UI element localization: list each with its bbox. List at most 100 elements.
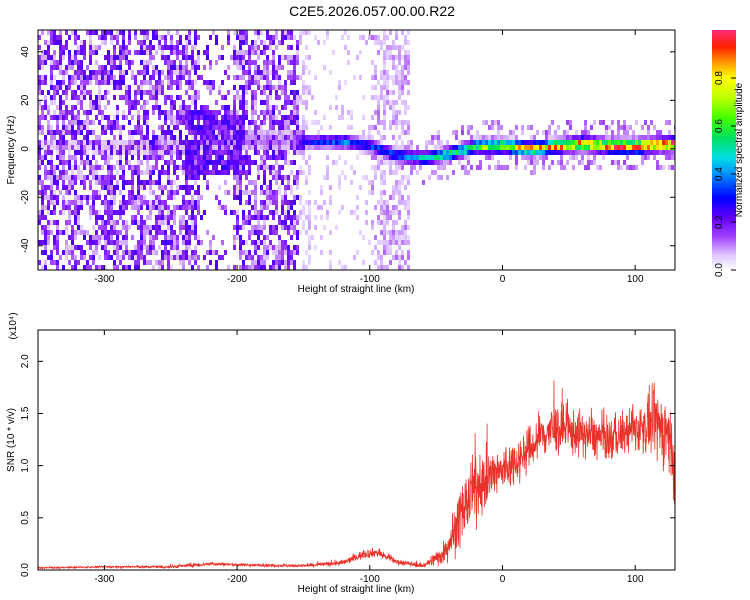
spectrogram-cell	[329, 125, 332, 130]
spectrogram-cell	[122, 165, 125, 170]
spectrogram-cell	[134, 200, 137, 205]
spectrogram-cell	[410, 140, 413, 145]
spectrogram-cell	[296, 45, 299, 50]
spectrogram-cell	[485, 155, 488, 160]
spectrogram-cell	[299, 165, 302, 170]
spectrogram-cell	[122, 30, 125, 35]
spectrogram-cell	[125, 220, 128, 225]
spectrogram-cell	[179, 70, 182, 75]
spectrogram-cell	[110, 235, 113, 240]
spectrogram-cell	[182, 265, 185, 270]
spectrogram-cell	[248, 250, 251, 255]
spectrogram-cell	[71, 225, 74, 230]
spectrogram-cell	[431, 150, 434, 155]
spectrogram-cell	[248, 60, 251, 65]
spectrogram-cell	[569, 140, 572, 145]
spectrogram-cell	[320, 250, 323, 255]
spectrogram-cell	[38, 120, 41, 125]
spectrogram-cell	[41, 205, 44, 210]
spectrogram-cell	[305, 45, 308, 50]
spectrogram-cell	[377, 255, 380, 260]
spectrogram-cell	[626, 145, 629, 150]
spectrogram-cell	[122, 195, 125, 200]
spectrogram-cell	[260, 85, 263, 90]
spectrogram-cell	[239, 225, 242, 230]
spectrogram-cell	[326, 170, 329, 175]
spectrogram-cell	[275, 200, 278, 205]
spectrogram-cell	[104, 160, 107, 165]
spectrogram-cell	[227, 140, 230, 145]
spectrogram-cell	[218, 135, 221, 140]
spectrogram-cell	[95, 195, 98, 200]
spectrogram-cell	[86, 160, 89, 165]
spectrogram-cell	[623, 135, 626, 140]
spectrogram-cell	[209, 140, 212, 145]
spectrogram-cell	[155, 140, 158, 145]
spectrogram-cell	[521, 155, 524, 160]
spectrogram-cell	[131, 235, 134, 240]
spectrogram-cell	[260, 210, 263, 215]
spectrogram-cell	[320, 185, 323, 190]
spectrogram-cell	[56, 120, 59, 125]
spectrogram-cell	[74, 75, 77, 80]
spectrogram-cell	[437, 175, 440, 180]
spectrogram-cell	[191, 220, 194, 225]
spectrogram-cell	[146, 260, 149, 265]
spectrogram-cell	[155, 35, 158, 40]
spectrogram-cell	[260, 75, 263, 80]
spectrogram-cell	[245, 130, 248, 135]
spectrogram-cell	[182, 235, 185, 240]
spectrogram-cell	[278, 255, 281, 260]
spectrogram-cell	[140, 70, 143, 75]
spectrogram-cell	[374, 85, 377, 90]
spectrogram-cell	[158, 230, 161, 235]
spectrogram-cell	[326, 155, 329, 160]
spectrogram-cell	[98, 210, 101, 215]
spectrogram-cell	[170, 145, 173, 150]
spectrogram-cell	[140, 125, 143, 130]
spectrogram-cell	[269, 155, 272, 160]
spectrogram-cell	[392, 105, 395, 110]
spectrogram-cell	[341, 105, 344, 110]
spectrogram-cell	[500, 165, 503, 170]
spectrogram-cell	[38, 125, 41, 130]
spectrogram-cell	[164, 220, 167, 225]
spectrogram-cell	[59, 55, 62, 60]
spectrogram-cell	[152, 155, 155, 160]
spectrogram-cell	[128, 255, 131, 260]
spectrogram-cell	[143, 75, 146, 80]
spectrogram-cell	[89, 95, 92, 100]
spectrogram-cell	[101, 150, 104, 155]
spectrogram-cell	[122, 125, 125, 130]
spectrogram-cell	[587, 160, 590, 165]
spectrogram-cell	[158, 145, 161, 150]
spectrogram-cell	[65, 115, 68, 120]
spectrogram-cell	[200, 140, 203, 145]
spectrogram-cell	[107, 120, 110, 125]
spectrogram-cell	[152, 200, 155, 205]
spectrogram-cell	[293, 250, 296, 255]
spectrogram-cell	[77, 195, 80, 200]
spectrogram-cell	[50, 200, 53, 205]
spectrogram-cell	[83, 140, 86, 145]
spectrogram-cell	[131, 150, 134, 155]
spectrogram-cell	[161, 140, 164, 145]
spectrogram-cell	[251, 60, 254, 65]
spectrogram-cell	[158, 260, 161, 265]
spectrogram-cell	[86, 155, 89, 160]
spectrogram-cell	[143, 40, 146, 45]
spectrogram-cell	[176, 185, 179, 190]
spectrogram-cell	[167, 180, 170, 185]
spectrogram-cell	[50, 75, 53, 80]
spectrogram-cell	[59, 105, 62, 110]
spectrogram-cell	[377, 100, 380, 105]
spectrogram-cell	[338, 135, 341, 140]
spectrogram-cell	[302, 30, 305, 35]
spectrogram-cell	[302, 225, 305, 230]
spectrogram-cell	[275, 255, 278, 260]
spectrogram-cell	[41, 240, 44, 245]
spectrogram-cell	[74, 160, 77, 165]
spectrogram-cell	[50, 125, 53, 130]
spectrogram-cell	[170, 210, 173, 215]
spectrogram-cell	[152, 105, 155, 110]
